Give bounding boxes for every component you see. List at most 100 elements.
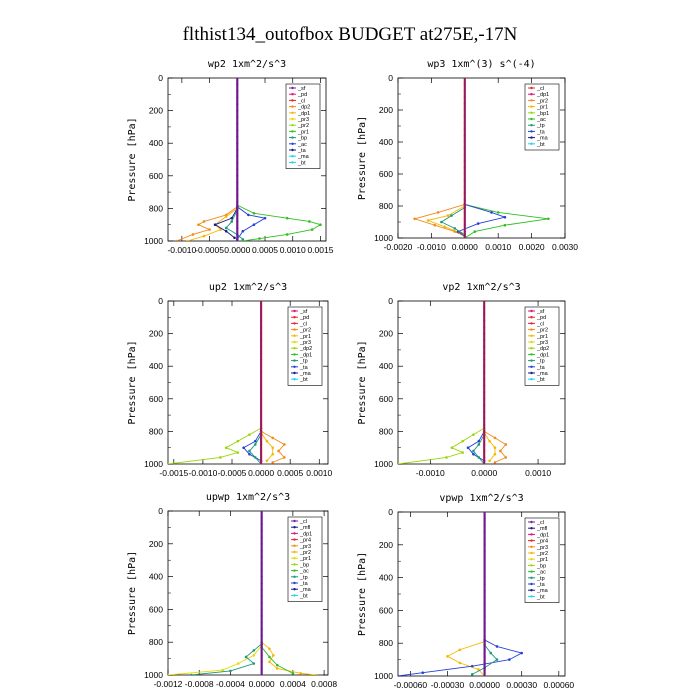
legend	[285, 83, 321, 169]
series-point	[244, 655, 248, 659]
legend-marker	[293, 575, 296, 578]
legend-label: _tp	[299, 575, 308, 581]
legend-label: _bt	[299, 377, 308, 383]
series-point	[242, 446, 245, 450]
series-point	[504, 443, 508, 446]
series-point	[476, 222, 480, 225]
legend-label: _dp1	[299, 531, 312, 537]
series-point	[489, 651, 493, 655]
panel-title: upwp 1xm^2/s^3	[206, 492, 290, 503]
legend-marker	[530, 130, 533, 133]
legend-label: _ta	[536, 129, 546, 135]
legend-marker	[293, 594, 296, 597]
series-point	[213, 223, 217, 226]
series-point	[252, 223, 256, 226]
series-line-pr2	[261, 641, 317, 675]
legend-marker	[293, 588, 296, 591]
legend-marker	[530, 595, 533, 598]
chart-panel-2: wp3 1xm^(3) s^(-4) Pressure [hPa] 0 200 400 6…	[357, 59, 578, 252]
legend-label: _ma	[536, 588, 549, 594]
legend-label: _dp2	[297, 105, 310, 111]
legend-marker	[291, 161, 294, 164]
panel-title: wp3 1xm^(3) s^(-4)	[427, 59, 535, 70]
legend-label: _pr1	[536, 557, 548, 563]
legend-label: _bt	[536, 377, 545, 383]
series-point	[253, 443, 257, 446]
series-point	[168, 462, 170, 464]
series-point	[308, 220, 311, 223]
series-point	[252, 211, 256, 215]
x-tick-label: -0.0008	[185, 679, 214, 689]
x-tick-label: -0.0012	[154, 679, 183, 689]
legend-label: _pr2	[536, 328, 548, 334]
x-tick-label: -0.00060	[394, 680, 428, 690]
y-tick-label: 600	[149, 171, 163, 181]
legend-label: _tp	[299, 359, 308, 365]
legend-marker	[291, 86, 294, 90]
series-point	[230, 220, 234, 223]
series-group	[398, 512, 524, 676]
series-line-pr1	[168, 645, 263, 675]
series-point	[466, 446, 470, 450]
legend-marker	[530, 124, 533, 127]
series-point	[503, 215, 507, 219]
series-point	[472, 449, 475, 453]
series-point	[224, 446, 228, 450]
legend-marker	[530, 527, 533, 530]
legend-label: _dp2	[299, 346, 312, 352]
legend-marker	[530, 589, 533, 592]
series-point	[268, 647, 271, 651]
series-group	[168, 511, 318, 675]
series-point	[271, 461, 275, 464]
series-point	[224, 215, 228, 218]
legend-label: _pr4	[299, 538, 311, 544]
legend-marker	[293, 538, 296, 541]
series-point	[268, 660, 271, 664]
series-point	[268, 655, 271, 659]
legend-label: _ac	[299, 569, 309, 575]
y-tick-label: 400	[379, 137, 393, 147]
series-line-dp1	[187, 208, 238, 241]
x-tick-label: 0.0000	[471, 468, 497, 478]
x-tick-label: -0.0005	[218, 468, 247, 478]
series-point	[253, 456, 257, 459]
y-tick-label: 400	[149, 572, 163, 582]
series-point	[470, 664, 474, 668]
legend-marker	[293, 581, 296, 585]
panel-title: vp2 1xm^2/s^3	[442, 282, 520, 293]
y-tick-label: 600	[149, 394, 163, 404]
legend-label: _cl	[536, 86, 544, 92]
legend-marker	[530, 322, 533, 325]
legend-label: _dp1	[297, 111, 310, 117]
series-point	[277, 449, 280, 453]
series-point	[436, 211, 440, 214]
series-point	[241, 229, 245, 233]
series-point	[233, 236, 236, 240]
series-point	[224, 229, 228, 233]
series-point	[461, 451, 464, 454]
chart-panel-1: wp2 1xm^2/s^3 Pressure [hPa] 0 200 400 600 800…	[127, 59, 334, 255]
series-point	[477, 668, 480, 671]
series-point	[413, 217, 417, 221]
x-tick-label: 0.0030	[552, 242, 578, 252]
legend-label: _cl	[536, 520, 544, 526]
legend-label: _pr3	[536, 340, 548, 346]
x-tick-label: -0.0004	[216, 679, 245, 689]
legend-marker	[530, 316, 533, 319]
series-point	[477, 443, 481, 446]
series-point	[221, 668, 224, 672]
legend-marker	[293, 526, 296, 529]
legend-label: _sf	[536, 309, 545, 315]
series-point	[241, 238, 245, 241]
y-axis-label: Pressure [hPa]	[127, 340, 138, 424]
y-tick-label: 200	[379, 329, 393, 339]
series-point	[248, 433, 251, 436]
x-tick-label: 0.0000	[249, 679, 275, 689]
legend-marker	[293, 557, 296, 560]
legend-label: _dp1	[536, 92, 549, 98]
legend-label: _mfl	[299, 525, 310, 531]
legend-marker	[293, 340, 296, 344]
x-tick-label: -0.0015	[159, 468, 188, 478]
series-point	[272, 654, 275, 657]
y-tick-label: 400	[149, 361, 163, 371]
